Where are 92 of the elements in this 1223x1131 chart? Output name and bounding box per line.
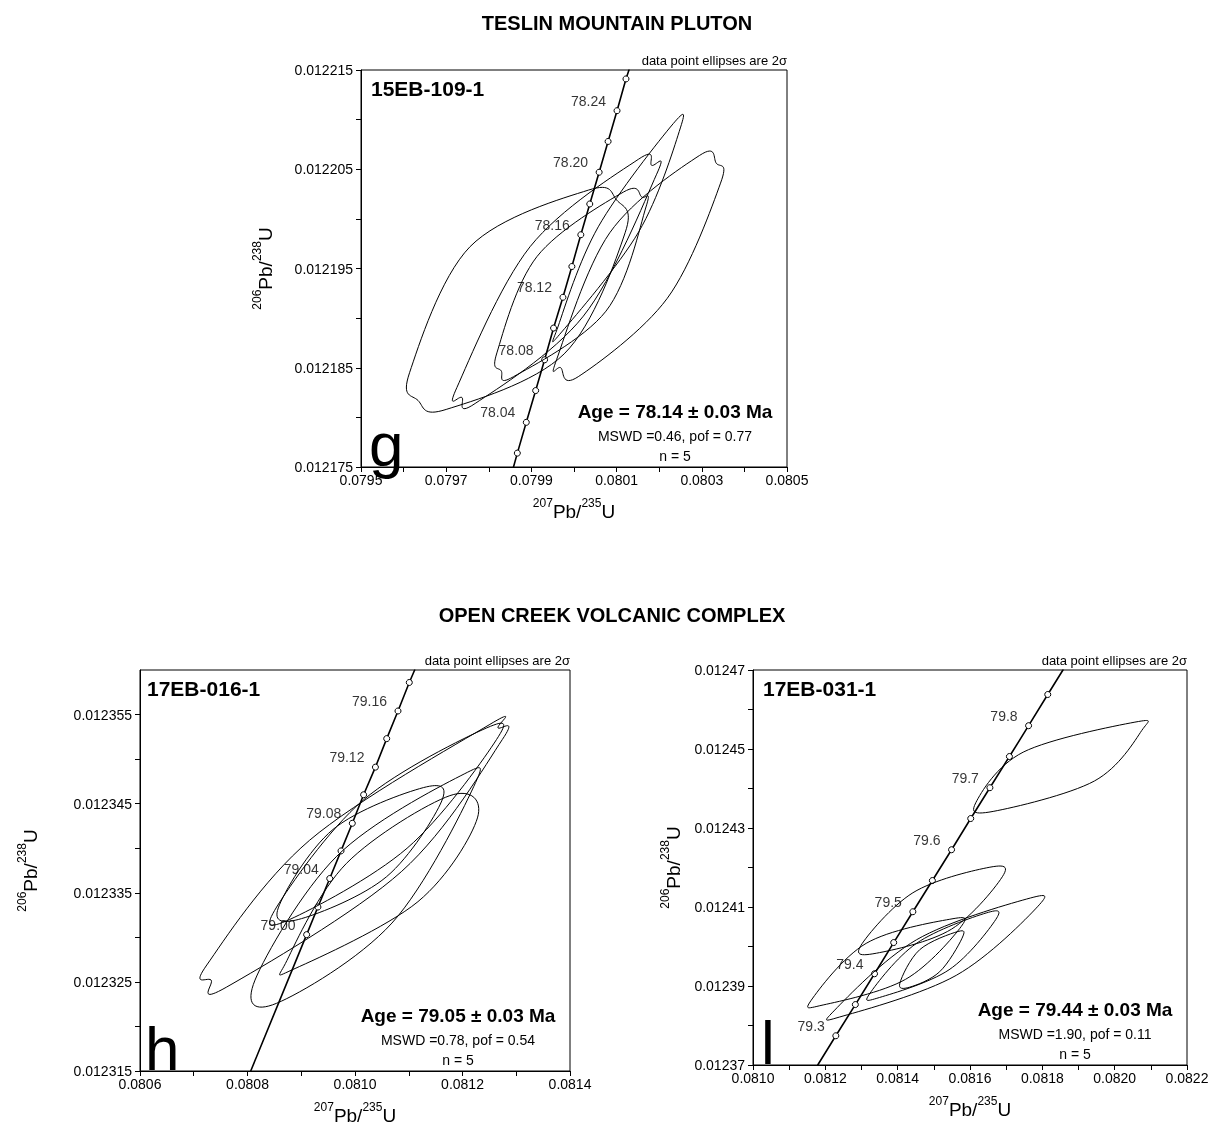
point [986,784,994,792]
y-tick-label: 0.012215 [294,62,354,78]
point [1044,690,1052,698]
annotation: 79.12 [329,749,365,766]
x-tick-label: 0.0805 [765,472,809,488]
point [405,678,413,686]
y-tick-label: 0.01247 [694,662,746,678]
x-tick-label: 0.0820 [1093,1070,1137,1086]
annotation: 78.04 [480,404,516,421]
point [967,815,975,823]
point [1005,753,1013,760]
y-tick-label: 0.012345 [73,795,133,812]
annotation: n = 5 [442,1052,474,1068]
point [832,1032,840,1040]
point [360,791,368,799]
annotation: 79.3 [797,1017,826,1034]
y-tick-label: 0.012315 [73,1063,133,1079]
x-tick-label: 0.0814 [548,1076,592,1092]
annotation: n = 5 [659,448,691,464]
point [613,107,621,115]
x-tick-label: 0.0816 [948,1070,992,1086]
y-tick-label: 0.01239 [694,978,746,994]
annotation: n = 5 [1059,1046,1091,1062]
annotation: 79.16 [351,692,388,709]
y-tick-label: 0.012175 [294,459,354,475]
point [348,819,356,827]
annotation: Age = 79.05 ± 0.03 Ma [360,1005,556,1026]
text: OPEN CREEK VOLCANIC COMPLEX [438,604,786,627]
x-tick-label: 0.0812 [803,1070,847,1086]
point [513,449,521,457]
point [550,324,558,332]
x-tick-label: 0.0799 [509,472,554,488]
annotation: 79.6 [913,831,941,848]
point [586,200,594,208]
y-tick-label: 0.012195 [294,260,354,277]
text: data point ellipses are 2σ [424,653,570,668]
annotation: 78.24 [570,92,607,109]
x-tick-label: 0.0803 [680,472,724,488]
y-axis-title: 206Pb/238U [15,829,41,912]
y-axis-title: 206Pb/238U [658,826,685,909]
point [622,75,630,83]
x-tick-label: 0.0797 [424,472,468,488]
annotation: 79.7 [951,769,980,786]
x-tick-label: 0.0822 [1165,1070,1209,1086]
x-tick-label: 0.0808 [226,1076,270,1092]
chart-title: TESLIN MOUNTAIN PLUTON [481,12,753,35]
y-tick-label: 0.01243 [694,820,746,836]
point [948,846,956,854]
annotation: MSWD =0.46, pof = 0.77 [597,428,753,444]
point [909,908,917,916]
y-axis-title: 206Pb/238U [250,227,276,310]
y-tick-label: 0.012355 [73,706,133,723]
point [522,418,530,426]
y-tick-label: 0.012335 [73,884,133,901]
point [851,1001,859,1009]
x-tick-label: 0.0814 [876,1070,920,1086]
point [577,231,585,239]
y-tick-label: 0.01245 [694,741,746,757]
annotation: Age = 79.44 ± 0.03 Ma [977,999,1173,1020]
annotation: 17EB-016-1 [147,677,261,700]
x-tick-label: 0.0818 [1020,1070,1064,1086]
point [532,387,540,395]
point [1025,722,1033,730]
x-tick-label: 0.0801 [595,472,639,488]
point [890,939,898,947]
point [595,168,603,176]
point [559,293,567,301]
y-tick-label: 0.01241 [694,899,746,915]
annotation: 79.8 [990,707,1018,724]
x-tick-label: 0.0812 [441,1076,485,1092]
annotation: 17EB-031-1 [763,677,877,700]
point [394,707,402,715]
annotation: MSWD =1.90, pof = 0.11 [998,1026,1152,1042]
point [604,137,612,145]
annotation: 15EB-109-1 [371,77,485,100]
point [568,263,576,271]
point [383,735,391,743]
y-tick-label: 0.012205 [294,161,354,178]
y-tick-label: 0.012185 [294,359,354,376]
point [303,931,311,939]
annotation: 79.5 [874,893,903,910]
y-tick-label: 0.01237 [694,1057,746,1073]
annotation: Age = 78.14 ± 0.03 Ma [577,401,773,422]
annotation: 79.08 [306,805,342,822]
annotation: 78.20 [553,154,589,171]
annotation: 78.08 [498,341,534,358]
point [371,763,379,771]
text: data point ellipses are 2σ [1041,653,1187,668]
x-tick-label: 0.0810 [333,1076,377,1092]
y-tick-label: 0.012325 [73,973,133,990]
text: data point ellipses are 2σ [641,53,787,68]
annotation: MSWD =0.78, pof = 0.54 [380,1032,536,1048]
